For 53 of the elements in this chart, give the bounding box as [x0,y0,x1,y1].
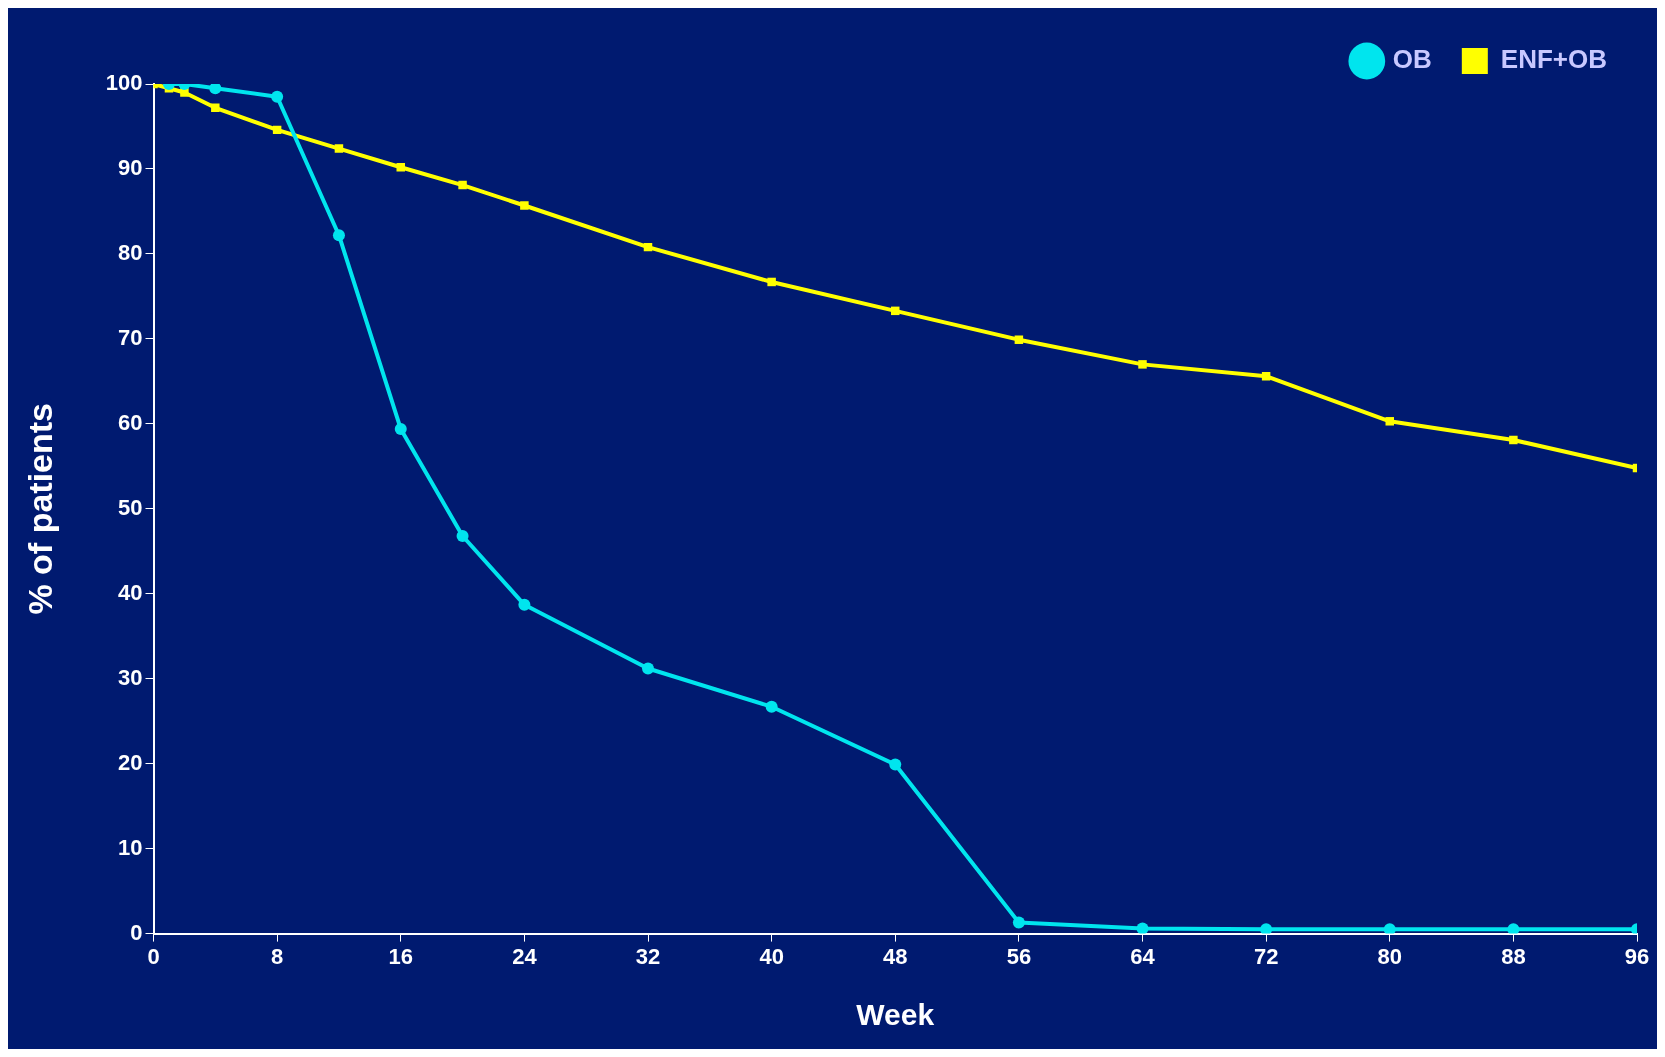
y-axis-title: % of patients [20,403,59,615]
point [1260,923,1273,934]
point [396,163,405,172]
y-tick-label: 20 [118,749,143,775]
x-tick-label: 32 [635,943,661,969]
x-tick-label: 40 [759,943,784,969]
point [1136,922,1149,934]
y-tick-label: 80 [118,239,143,265]
x-tick-label: 8 [271,943,284,969]
point [456,529,469,542]
point [520,201,529,210]
x-tick-label: 96 [1624,943,1650,969]
legend-label: OB [1392,44,1432,75]
y-tick-label: 40 [118,579,143,605]
x-tick-label: 24 [512,943,538,969]
x-tick-label: 0 [147,943,160,969]
point [458,180,467,190]
point [642,662,654,675]
x-tick-label: 80 [1377,943,1402,969]
x-tick-label: 56 [1006,943,1032,969]
x-tick-label: 64 [1130,943,1156,969]
y-tick-label: 70 [118,324,143,350]
y-tick-label: 0 [130,919,143,945]
point [1014,335,1024,344]
point [767,277,776,287]
point [332,229,345,242]
point [889,758,902,771]
y-tick-label: 60 [118,409,143,435]
x-tick-label: 72 [1253,943,1279,969]
point [1261,372,1271,381]
point [1012,916,1025,929]
y-tick-label: 50 [118,494,143,520]
point [1138,360,1147,369]
x-tick-label: 88 [1501,943,1526,969]
point [211,103,220,113]
point [271,90,284,103]
y-tick-label: 10 [118,834,143,860]
point [334,144,344,153]
x-tick-label: 16 [388,943,413,969]
y-tick-label: 100 [105,70,143,96]
point [1385,417,1394,426]
x-axis-title: Week [856,998,935,1032]
point [1509,435,1518,445]
point [765,700,778,713]
point [1383,923,1396,934]
point [518,598,531,611]
y-tick-label: 30 [118,664,143,690]
point [394,422,407,435]
legend-label: ENF+OB [1500,44,1607,75]
x-tick-label: 48 [883,943,908,969]
point [1507,923,1520,934]
y-tick-label: 90 [118,155,143,181]
point [209,84,222,95]
